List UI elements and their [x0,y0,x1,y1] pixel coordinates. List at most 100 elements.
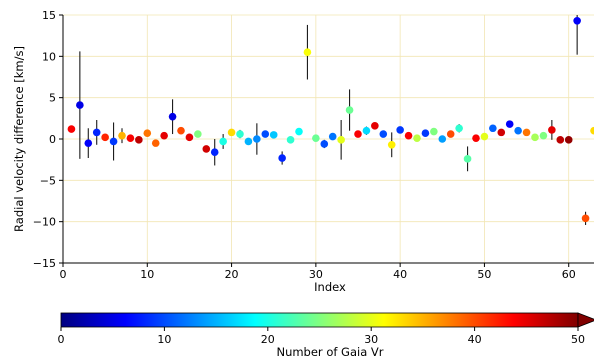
marker [430,127,438,136]
data-point [253,123,261,155]
marker [472,134,480,142]
marker [531,133,539,142]
marker [210,148,219,157]
data-point [556,136,565,144]
x-tick-label: 50 [477,268,491,281]
marker [573,16,581,25]
marker [497,128,506,137]
marker [269,131,278,139]
data-point [278,151,286,165]
marker [514,126,522,135]
marker [92,128,101,137]
data-point [404,131,413,140]
marker [489,124,497,133]
y-tick-label: 5 [49,92,56,105]
data-point [286,136,295,144]
marker [455,124,463,133]
colorbar-tick-label: 40 [468,333,482,346]
marker [404,131,413,140]
data-point [531,133,539,142]
data-point [564,136,573,144]
data-point [295,127,303,136]
marker [337,136,345,144]
y-tick-label: 0 [49,133,56,146]
data-point [194,130,202,138]
data-point [244,137,253,146]
marker [303,48,312,56]
marker [396,126,404,134]
marker [413,134,421,142]
data-point [151,139,160,147]
data-point [303,24,312,80]
marker [328,132,337,141]
data-point [497,128,506,137]
data-point [168,99,177,135]
x-tick-label: 10 [140,268,154,281]
marker [76,101,84,109]
data-point [328,132,337,141]
marker [118,131,126,140]
marker [480,132,489,141]
marker [109,137,118,146]
data-point [261,130,270,138]
data-point [413,134,421,142]
data-point [480,132,489,141]
data-point [446,130,455,138]
data-point [135,136,143,144]
marker [295,127,303,136]
colorbar-title: Number of Gaia Vr [276,345,383,358]
data-point [522,128,531,137]
x-axis-title: Index [314,280,346,294]
marker [590,126,594,135]
x-tick-label: 0 [60,268,67,281]
data-point [143,129,152,138]
marker [143,129,152,138]
axes: 0 10 20 30 40 50 60 −15 −10 −5 0 5 10 15 [33,9,594,281]
marker [371,121,379,130]
marker [286,136,295,144]
marker [421,129,430,138]
data-point [472,134,480,142]
marker [236,130,244,138]
data-point [92,119,101,145]
marker [446,130,455,138]
marker [379,130,388,138]
data-point [185,133,194,142]
marker [387,140,396,149]
marker [202,145,211,153]
marker [135,136,143,144]
marker [438,135,447,143]
data-point [581,211,590,225]
marker [261,130,270,138]
data-point [67,125,76,133]
marker [548,126,556,134]
marker [185,133,194,142]
marker [253,135,261,143]
data-point [227,128,236,137]
data-points [67,15,594,225]
data-point [455,124,463,133]
colorbar-tick-label: 20 [261,333,275,346]
data-point [177,126,185,135]
marker [244,137,253,146]
colorbar-tick-label: 10 [157,333,171,346]
data-point [101,133,109,142]
marker [539,131,548,140]
marker [278,154,286,162]
data-point [269,131,278,139]
data-point [354,130,362,138]
colorbar-tick-label: 0 [58,333,65,346]
data-point [312,134,320,142]
marker [101,133,109,142]
marker [362,126,371,135]
y-tick-label: 10 [42,50,56,63]
marker [345,106,354,114]
data-point [590,126,594,135]
colorbar-extend-arrow [577,312,594,328]
marker [168,112,177,121]
marker [194,130,202,138]
y-tick-label: −10 [33,216,56,229]
marker [67,125,76,133]
marker [126,134,135,142]
